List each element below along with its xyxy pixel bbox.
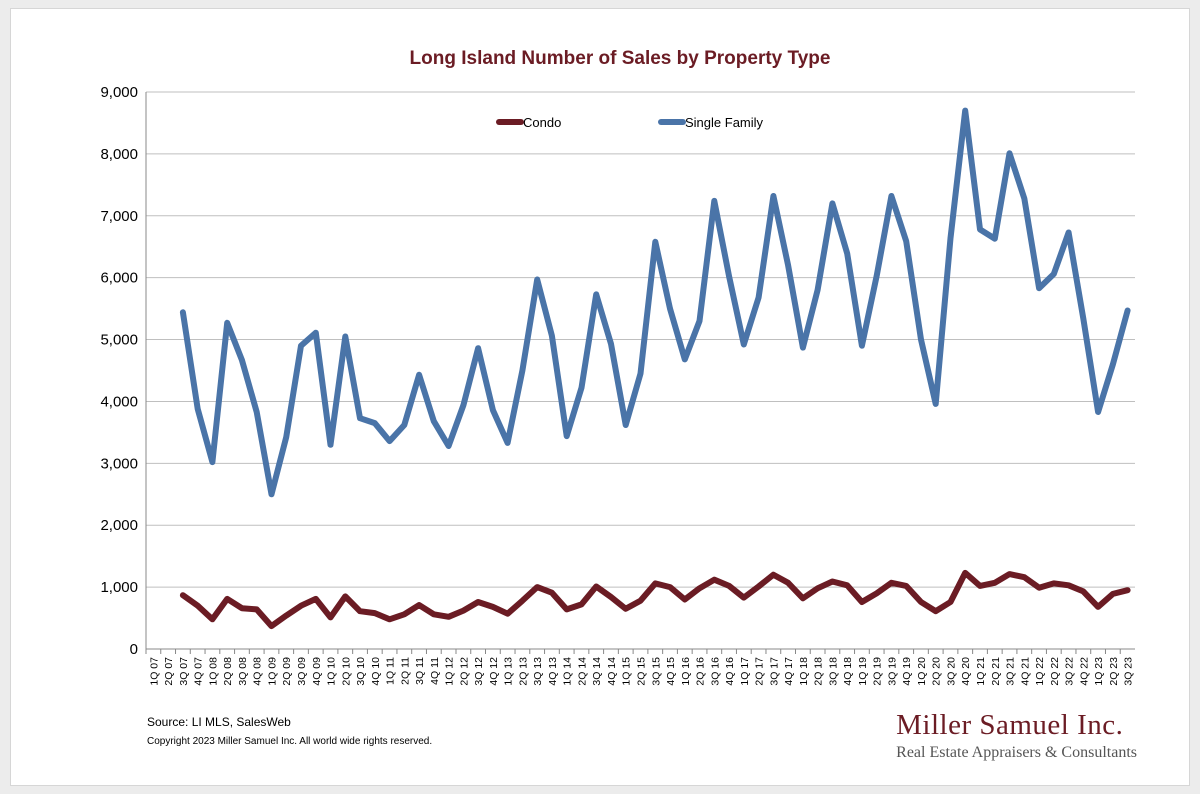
x-tick-label: 3Q 16 [709,657,721,686]
series-line-single-family [179,107,1131,498]
x-tick-label: 4Q 12 [488,657,500,686]
x-tick-label: 1Q 10 [326,657,338,686]
x-tick-label: 3Q 22 [1064,657,1076,686]
x-tick-label: 2Q 13 [517,657,529,686]
x-tick-label: 2Q 21 [990,657,1002,686]
x-tick-label: 1Q 09 [266,657,278,686]
x-tick-label: 3Q 23 [1123,657,1135,686]
x-tick-label: 4Q 09 [311,657,323,686]
y-tick-label: 8,000 [100,146,138,163]
x-tick-label: 1Q 20 [916,657,928,686]
axes [145,92,1135,654]
x-tick-label: 4Q 08 [252,657,264,686]
series-lines [179,107,1131,630]
x-tick-label: 1Q 21 [975,657,987,686]
x-tick-label: 1Q 19 [857,657,869,686]
y-tick-label: 9,000 [100,84,138,101]
line-chart: Long Island Number of Sales by Property … [100,48,1135,686]
x-tick-label: 2Q 08 [222,657,234,686]
x-tick-label: 1Q 18 [798,657,810,686]
x-tick-label: 3Q 15 [650,657,662,686]
copyright-note: Copyright 2023 Miller Samuel Inc. All wo… [147,736,433,747]
x-tick-label: 2Q 19 [872,657,884,686]
x-tick-label: 2Q 09 [281,657,293,686]
y-tick-label: 1,000 [100,579,138,596]
x-tick-label: 4Q 07 [193,657,205,686]
x-tick-label: 1Q 13 [503,657,515,686]
x-tick-label: 4Q 11 [429,657,441,685]
x-tick-label: 4Q 13 [547,657,559,686]
x-tick-label: 3Q 18 [827,657,839,686]
x-tick-label: 4Q 22 [1078,657,1090,686]
x-tick-label: 1Q 07 [148,657,160,686]
x-tick-label: 2Q 12 [458,657,470,686]
x-tick-label: 4Q 14 [606,657,618,686]
source-note: Source: LI MLS, SalesWeb [147,715,291,729]
x-tick-label: 3Q 09 [296,657,308,686]
x-tick-label: 3Q 11 [414,657,426,685]
x-tick-label: 1Q 12 [444,657,456,686]
x-tick-label: 3Q 12 [473,657,485,686]
x-tick-label: 2Q 16 [695,657,707,686]
x-tick-label: 3Q 17 [768,657,780,686]
x-tick-label: 1Q 11 [385,657,397,685]
x-tick-label: 1Q 08 [207,657,219,686]
series-line-condo [179,569,1131,630]
x-tick-label: 4Q 16 [724,657,736,686]
chart-card: Long Island Number of Sales by Property … [10,8,1190,786]
x-tick-label: 4Q 20 [960,657,972,686]
y-tick-label: 0 [130,641,138,658]
x-tick-label: 4Q 21 [1019,657,1031,686]
x-tick-label: 2Q 23 [1108,657,1120,686]
x-tick-label: 1Q 16 [680,657,692,686]
brand-tagline: Real Estate Appraisers & Consultants [896,744,1137,761]
x-tick-label: 3Q 10 [355,657,367,686]
x-tick-label: 2Q 11 [399,657,411,685]
x-tick-label: 2Q 14 [576,657,588,686]
x-tick-label: 1Q 17 [739,657,751,686]
y-tick-label: 5,000 [100,332,138,349]
x-tick-label: 2Q 17 [754,657,766,686]
y-tick-label: 3,000 [100,455,138,472]
x-tick-label: 3Q 13 [532,657,544,686]
brand-logo: Miller Samuel Inc. Real Estate Appraiser… [896,709,1137,762]
x-tick-label: 1Q 15 [621,657,633,686]
x-tick-label: 2Q 22 [1049,657,1061,686]
x-tick-label: 1Q 23 [1093,657,1105,686]
x-tick-label: 2Q 15 [636,657,648,686]
x-tick-labels: 1Q 07 2Q 07 3Q 07 4Q 07 1Q 08 2Q 08 3Q 08 4Q 08… [148,657,1134,686]
legend-label: Single Family [685,115,764,130]
y-tick-label: 4,000 [100,393,138,410]
x-tick-label: 3Q 20 [945,657,957,686]
x-tick-label: 4Q 10 [370,657,382,686]
legend-label: Condo [523,115,561,130]
x-tick-label: 4Q 19 [901,657,913,686]
legend: Condo Single Family [496,115,764,130]
brand-name: Miller Samuel Inc. [896,709,1124,741]
chart-title: Long Island Number of Sales by Property … [410,48,831,69]
x-tick-label: 4Q 18 [842,657,854,686]
x-tick-label: 2Q 07 [163,657,175,686]
y-tick-labels: 0 1,000 2,000 3,000 4,000 5,000 6,000 7,000 8,00… [100,84,138,658]
x-tick-label: 3Q 14 [591,657,603,686]
x-tick-label: 1Q 22 [1034,657,1046,686]
y-tick-label: 7,000 [100,208,138,225]
x-tick-label: 3Q 21 [1005,657,1017,686]
y-tick-label: 2,000 [100,517,138,534]
x-tick-label: 3Q 08 [237,657,249,686]
x-tick-label: 4Q 17 [783,657,795,686]
x-tick-label: 2Q 18 [813,657,825,686]
x-tick-label: 1Q 14 [562,657,574,686]
x-tick-label: 2Q 10 [340,657,352,686]
x-tick-label: 2Q 20 [931,657,943,686]
x-tick-label: 3Q 07 [178,657,190,686]
x-tick-label: 4Q 15 [665,657,677,686]
x-tick-label: 3Q 19 [886,657,898,686]
y-tick-label: 6,000 [100,270,138,287]
